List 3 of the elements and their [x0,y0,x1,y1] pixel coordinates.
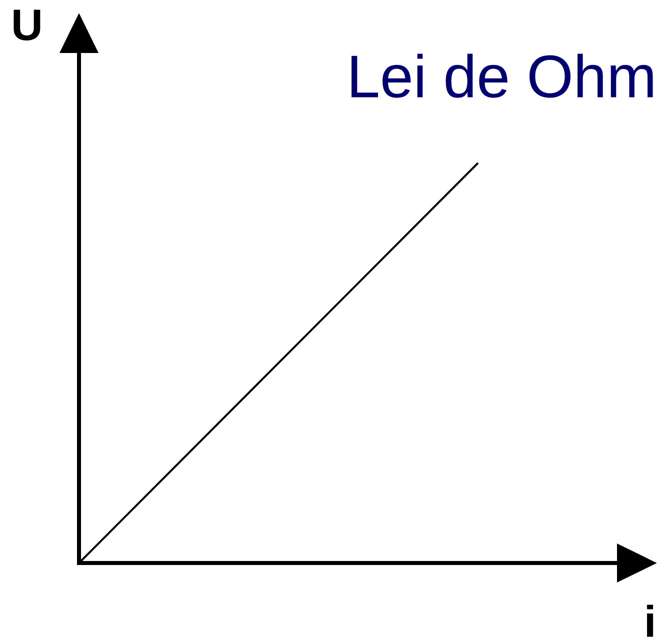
chart-title: Lei de Ohm [352,54,653,98]
x-axis-title: i [647,604,654,637]
y-axis-title: U [14,10,40,40]
